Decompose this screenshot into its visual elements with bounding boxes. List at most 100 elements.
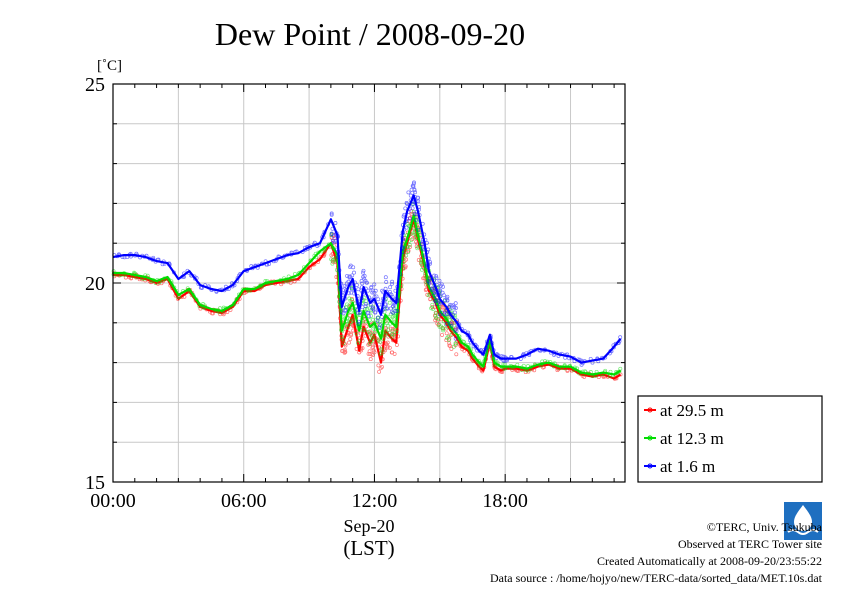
data-point	[407, 243, 412, 247]
data-point	[383, 275, 388, 280]
data-point	[415, 246, 420, 251]
data-point	[378, 339, 382, 344]
data-point	[372, 350, 377, 355]
data-point	[377, 369, 382, 374]
legend: at 29.5 m at 12.3 m at 1.6 m	[637, 395, 823, 483]
data-point	[416, 195, 421, 200]
data-point	[341, 311, 346, 316]
data-point	[354, 283, 359, 288]
data-point	[441, 319, 446, 324]
data-point	[342, 347, 347, 352]
data-point	[343, 308, 348, 312]
data-point	[371, 307, 376, 312]
data-point	[369, 285, 374, 290]
y-axis-label: [˚C]	[97, 58, 122, 74]
data-point	[433, 313, 438, 318]
y-tick-label: 25	[85, 74, 105, 96]
data-point	[427, 280, 432, 285]
data-point	[366, 310, 371, 315]
data-point	[414, 218, 419, 223]
legend-items: at 29.5 m at 12.3 m at 1.6 m	[644, 401, 724, 476]
data-point	[394, 330, 399, 335]
data-point	[368, 331, 373, 336]
data-point	[390, 350, 395, 355]
data-point	[449, 323, 454, 328]
x-axis-timezone-label: (LST)	[343, 536, 394, 560]
data-point	[364, 299, 369, 304]
series-line	[112, 194, 622, 364]
data-point	[408, 216, 413, 221]
data-point	[440, 332, 445, 337]
data-point	[429, 286, 434, 291]
data-point	[411, 209, 416, 214]
data-point	[361, 327, 366, 332]
x-tick-label: 00:00	[90, 490, 136, 512]
legend-marker	[647, 463, 653, 469]
data-point	[445, 325, 450, 330]
data-point	[394, 342, 399, 347]
data-point	[368, 357, 373, 362]
data-point	[356, 287, 361, 292]
data-point	[423, 288, 428, 292]
x-axis-date-label: Sep-20	[344, 516, 395, 536]
data-point	[329, 257, 334, 262]
data-point	[370, 336, 375, 341]
data-point	[404, 225, 409, 230]
data-point	[434, 274, 439, 279]
data-point	[436, 317, 441, 321]
data-point	[385, 345, 390, 350]
data-point	[343, 343, 348, 348]
data-point	[340, 337, 345, 342]
data-point	[342, 284, 347, 288]
data-point	[395, 308, 400, 313]
y-ticks: 15 20 25	[85, 74, 625, 494]
y-tick-label: 15	[85, 472, 105, 494]
data-point	[364, 324, 369, 329]
data-point	[370, 344, 375, 349]
legend-box	[637, 395, 823, 483]
data-point	[367, 349, 372, 354]
data-point	[429, 306, 434, 311]
data-point	[416, 258, 421, 262]
data-point	[373, 318, 378, 323]
data-point	[449, 346, 454, 351]
data-point	[370, 290, 375, 295]
data-point	[419, 260, 424, 265]
data-point	[441, 328, 446, 333]
data-point	[451, 344, 456, 349]
data-point	[441, 293, 446, 298]
data-point	[369, 313, 373, 318]
data-point	[361, 270, 365, 275]
data-point	[438, 289, 442, 294]
data-point	[373, 288, 378, 293]
data-point	[347, 322, 352, 327]
data-point	[454, 352, 459, 357]
data-point	[430, 306, 435, 311]
data-point	[341, 341, 346, 346]
data-point	[385, 306, 390, 311]
data-point	[412, 187, 417, 192]
data-point	[329, 212, 334, 217]
data-point	[430, 302, 435, 307]
data-point	[362, 274, 367, 278]
data-point	[432, 273, 437, 278]
data-point	[351, 265, 356, 270]
data-point	[347, 291, 351, 296]
legend-marker	[647, 435, 653, 441]
data-point	[431, 286, 436, 291]
data-point	[359, 279, 364, 283]
data-point	[445, 294, 450, 299]
x-tick-label: 12:00	[352, 490, 398, 512]
data-point	[364, 280, 369, 285]
data-point	[452, 304, 457, 309]
data-point	[386, 327, 391, 332]
data-point	[403, 265, 408, 270]
credit-created: Created Automatically at 2008-09-20/23:5…	[597, 554, 822, 568]
data-point	[411, 181, 416, 186]
data-point	[437, 278, 442, 283]
data-point	[387, 300, 392, 305]
data-point	[439, 324, 444, 329]
data-point	[390, 281, 394, 286]
data-point	[356, 321, 361, 326]
data-point	[370, 306, 375, 311]
